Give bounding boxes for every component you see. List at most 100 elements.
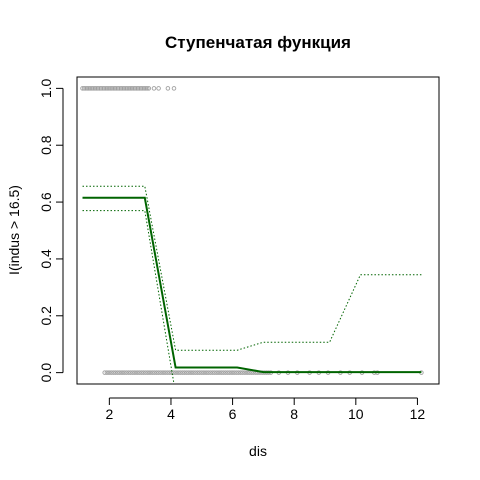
data-point [134, 86, 139, 91]
data-point [165, 86, 171, 91]
data-point [180, 370, 185, 375]
data-point [171, 86, 177, 91]
confidence-band-line-2 [82, 210, 175, 385]
data-point [112, 86, 118, 91]
data-point [136, 370, 142, 375]
data-point [149, 370, 155, 375]
data-point [208, 370, 213, 375]
data-point [205, 370, 211, 375]
data-point [152, 370, 157, 375]
data-point [126, 86, 132, 91]
data-point [124, 86, 130, 91]
data-point [91, 86, 96, 91]
data-point [240, 370, 245, 375]
fit-lines-group [82, 185, 422, 385]
data-points-group [80, 86, 424, 375]
y-tick-label: 0.6 [38, 192, 54, 212]
data-point [246, 370, 252, 375]
data-point [225, 370, 230, 375]
y-axis: 0.0 0.2 0.4 0.6 0.8 1.0 [38, 78, 64, 383]
data-point [128, 370, 133, 375]
data-point [173, 370, 179, 375]
data-point [121, 370, 127, 375]
x-tick-label: 8 [290, 406, 298, 422]
data-point [143, 86, 148, 91]
data-point [137, 86, 142, 91]
data-point [190, 370, 196, 375]
data-point [165, 370, 170, 375]
data-point [139, 370, 144, 375]
data-point [210, 370, 215, 375]
data-point [113, 370, 118, 375]
data-point [101, 86, 107, 91]
data-point [130, 370, 136, 375]
y-tick-label: 0.4 [38, 249, 54, 269]
data-point [156, 86, 161, 91]
data-point [216, 370, 222, 375]
data-point [160, 370, 166, 375]
y-axis-label: I(indus > 16.5) [6, 185, 22, 275]
data-point [80, 86, 85, 91]
data-point [115, 86, 121, 91]
data-point [119, 370, 125, 375]
y-tick-label: 0.0 [38, 363, 54, 383]
data-point [144, 86, 150, 91]
data-point [138, 86, 144, 91]
data-point [145, 370, 151, 375]
data-point [94, 86, 99, 91]
data-point [95, 86, 101, 91]
data-point [87, 86, 93, 91]
data-point [123, 86, 128, 91]
data-point [151, 86, 157, 91]
data-point [111, 370, 116, 375]
data-point [132, 370, 138, 375]
data-point [236, 370, 241, 375]
data-point [98, 86, 104, 91]
x-tick-label: 12 [410, 406, 426, 422]
data-point [203, 370, 209, 375]
data-point [143, 370, 148, 375]
data-point [120, 86, 125, 91]
data-point [227, 370, 233, 375]
data-point [156, 370, 161, 375]
data-point [129, 86, 135, 91]
data-point [141, 370, 146, 375]
data-point [223, 370, 228, 375]
data-point [193, 370, 198, 375]
data-point [132, 86, 138, 91]
data-point [108, 86, 113, 91]
data-point [83, 86, 88, 91]
data-point [214, 370, 220, 375]
y-tick-label: 0.2 [38, 306, 54, 326]
data-point [108, 370, 114, 375]
data-point [104, 86, 110, 91]
data-point [140, 86, 145, 91]
data-point [218, 370, 224, 375]
data-point [238, 370, 243, 375]
data-point [199, 370, 205, 375]
y-tick-label: 1.0 [38, 78, 54, 98]
data-point [234, 370, 239, 375]
plot-box [76, 76, 440, 385]
data-point [186, 370, 192, 375]
data-point [92, 86, 98, 91]
data-point [221, 370, 226, 375]
data-point [244, 370, 250, 375]
data-point [167, 370, 172, 375]
data-point [97, 86, 102, 91]
x-tick-label: 10 [348, 406, 364, 422]
data-point [84, 86, 90, 91]
data-point [229, 370, 235, 375]
data-point [104, 370, 110, 375]
data-point [115, 370, 120, 375]
x-tick-label: 4 [167, 406, 175, 422]
data-point [158, 370, 164, 375]
data-point [131, 86, 136, 91]
data-point [201, 370, 207, 375]
data-point [231, 370, 237, 375]
chart-title: Ступенчатая функция [165, 33, 351, 52]
data-point [141, 86, 147, 91]
data-point [89, 86, 95, 91]
data-point [162, 370, 168, 375]
